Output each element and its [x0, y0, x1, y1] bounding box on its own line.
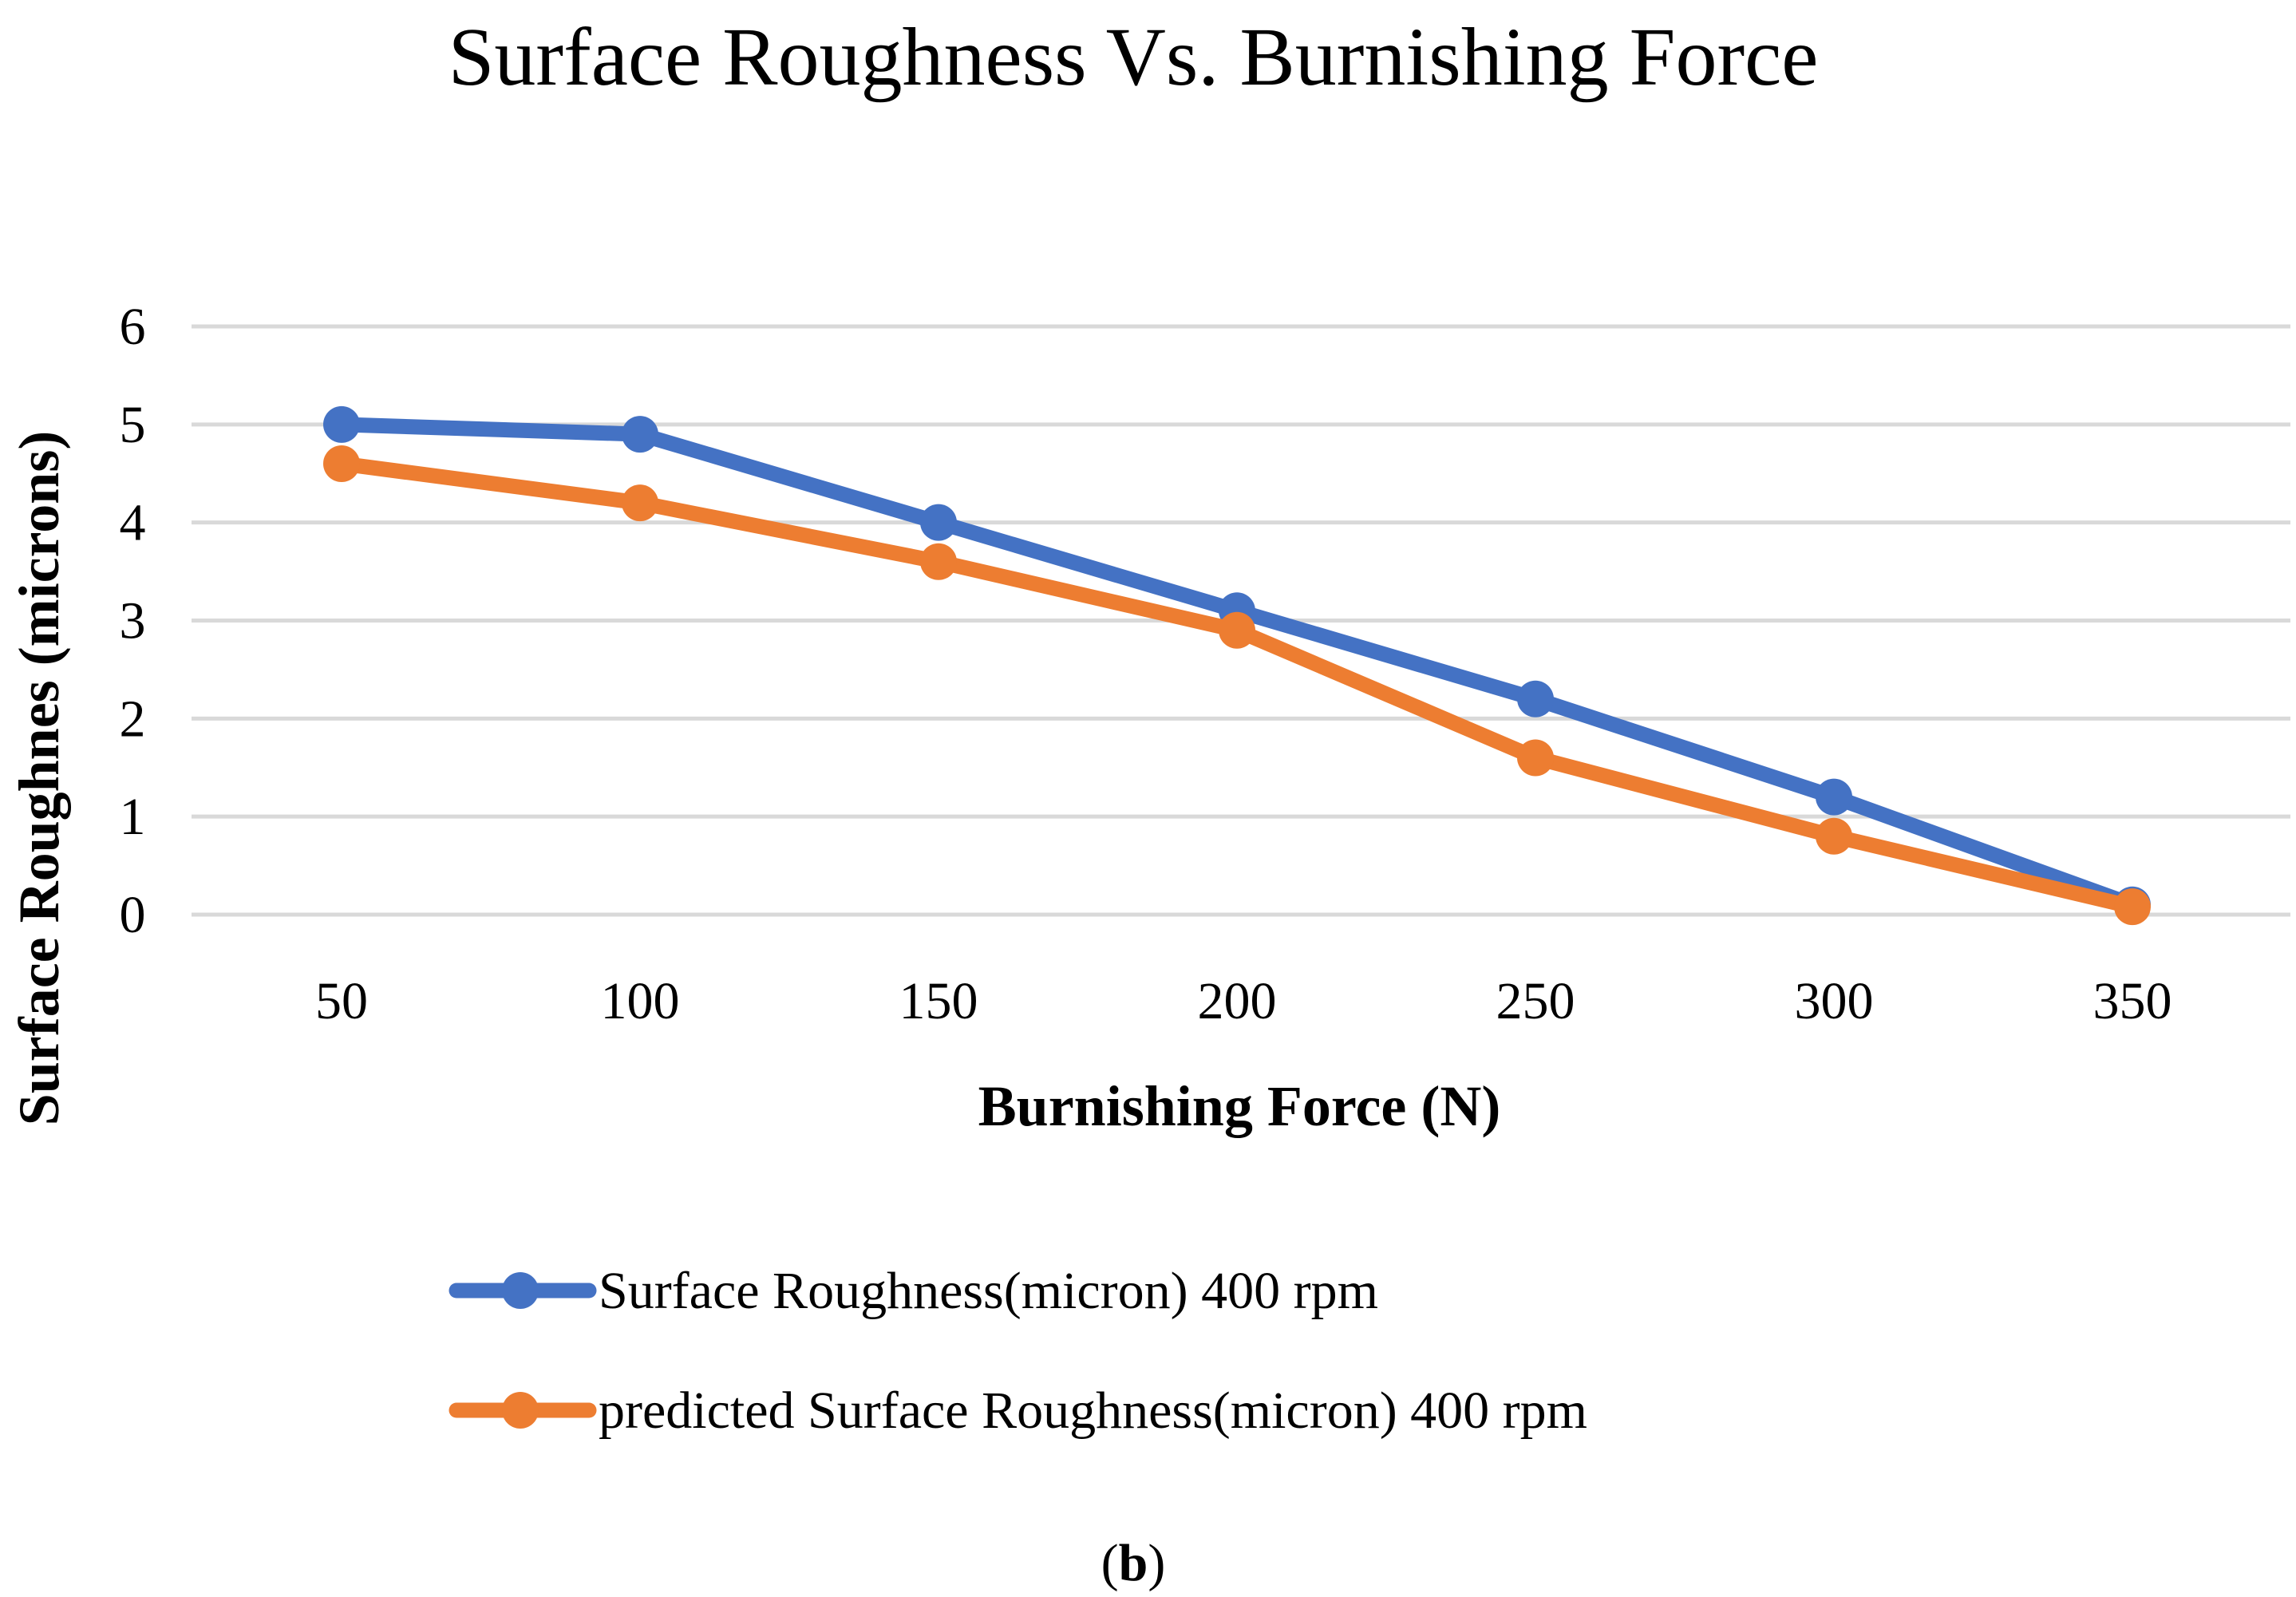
series-1 — [323, 405, 2151, 923]
y-axis-title: Surface Roughnes (microns) — [7, 431, 71, 1126]
x-tick-label-200: 200 — [1198, 972, 1277, 1030]
series-2-point-200 — [1219, 611, 1255, 649]
y-tick-label-1: 1 — [120, 788, 146, 846]
figure-caption: (b) — [1101, 1534, 1166, 1592]
y-tick-label-2: 2 — [120, 690, 146, 748]
series-2-point-150 — [920, 543, 957, 580]
x-tick-label-50: 50 — [315, 972, 368, 1030]
series-2-point-250 — [1517, 739, 1554, 777]
x-axis-title: Burnishing Force (N) — [978, 1074, 1501, 1138]
legend-entry-2: predicted Surface Roughness(micron) 400 … — [449, 1382, 1587, 1440]
chart-title: Surface Roughness Vs. Burnishing Force — [449, 11, 1819, 103]
y-tick-label-6: 6 — [120, 298, 146, 356]
legend-entry-1: Surface Roughness(micron) 400 rpm — [449, 1262, 1378, 1320]
series-2-point-100 — [622, 484, 658, 522]
y-tick-label-5: 5 — [120, 396, 146, 454]
series-2-line — [334, 456, 2140, 915]
x-tick-label-250: 250 — [1496, 972, 1575, 1030]
x-axis-tick-labels: 50 100 150 200 250 300 350 — [315, 972, 2172, 1030]
series-1-point-300 — [1816, 778, 1852, 816]
caption-open-paren: ( — [1101, 1534, 1119, 1592]
series-1-point-50 — [323, 405, 360, 443]
caption-letter: b — [1119, 1534, 1148, 1592]
series-2 — [323, 445, 2151, 926]
series-1-point-100 — [622, 416, 658, 453]
series-2-point-350 — [2114, 888, 2151, 926]
series-2-point-50 — [323, 445, 360, 482]
legend-swatch-marker-2 — [502, 1392, 539, 1429]
y-axis-tick-labels: 0 1 2 3 4 5 6 — [120, 298, 146, 944]
legend: Surface Roughness(micron) 400 rpm predict… — [449, 1262, 1587, 1440]
x-tick-label-150: 150 — [899, 972, 978, 1030]
x-tick-label-350: 350 — [2093, 972, 2172, 1030]
x-tick-label-300: 300 — [1795, 972, 1874, 1030]
series-1-point-250 — [1517, 680, 1554, 717]
series-1-point-150 — [920, 504, 957, 541]
y-tick-label-0: 0 — [120, 886, 146, 944]
y-tick-label-3: 3 — [120, 592, 146, 650]
series-layer — [323, 405, 2151, 926]
legend-label-2: predicted Surface Roughness(micron) 400 … — [599, 1382, 1587, 1440]
caption-close-paren: ) — [1148, 1534, 1165, 1592]
legend-label-1: Surface Roughness(micron) 400 rpm — [599, 1262, 1378, 1320]
x-tick-label-100: 100 — [601, 972, 680, 1030]
legend-swatch-marker-1 — [502, 1272, 539, 1309]
series-2-point-300 — [1816, 817, 1852, 855]
y-tick-label-4: 4 — [120, 494, 146, 552]
